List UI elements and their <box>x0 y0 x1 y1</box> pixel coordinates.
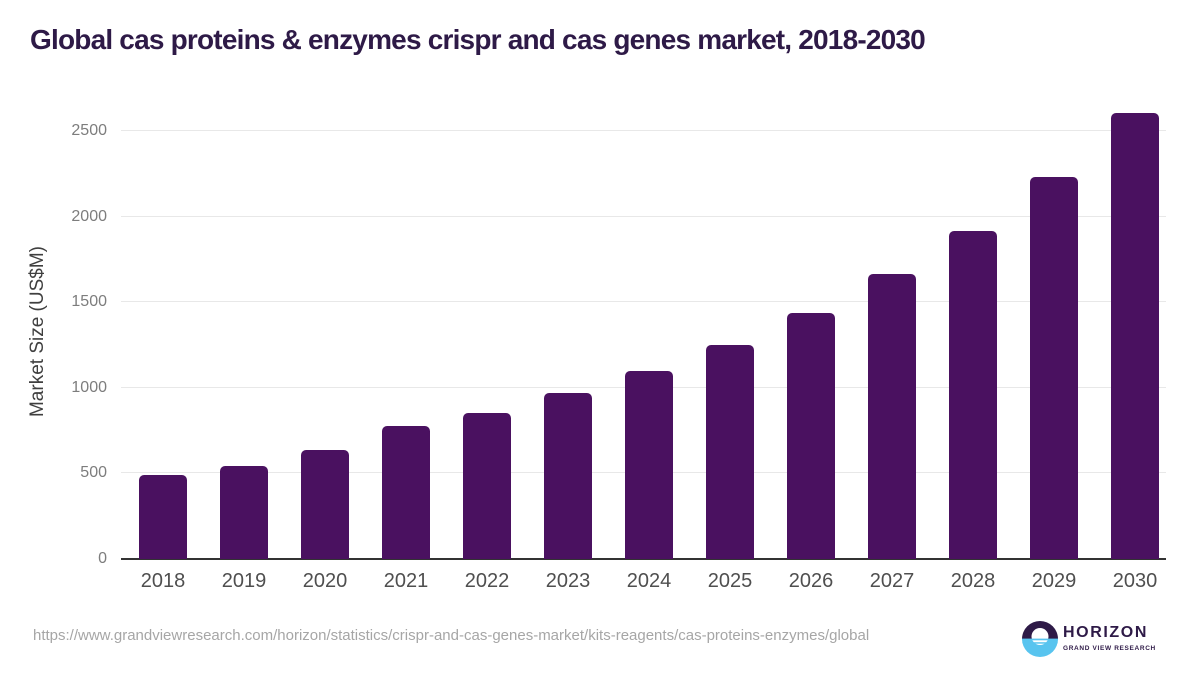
y-tick-label-1000: 1000 <box>71 378 107 396</box>
bar-2024 <box>625 371 673 559</box>
bar-2021 <box>382 426 430 559</box>
source-url: https://www.grandviewresearch.com/horizo… <box>33 627 870 644</box>
bar-2030 <box>1111 113 1159 559</box>
gridline-1500 <box>121 301 1166 303</box>
bar-2025 <box>706 345 754 559</box>
y-tick-label-2500: 2500 <box>71 122 107 140</box>
x-axis-line <box>121 558 1166 560</box>
y-tick-label-500: 500 <box>80 464 107 482</box>
logo-brand: HORIZON <box>1063 624 1148 641</box>
x-tick-label-2026: 2026 <box>788 570 834 592</box>
logo-text: HORIZON GRAND VIEW RESEARCH <box>1063 624 1156 653</box>
plot-area <box>121 104 1166 560</box>
x-tick-label-2024: 2024 <box>626 570 672 592</box>
gridline-2500 <box>121 130 1166 132</box>
x-tick-label-2018: 2018 <box>140 570 186 592</box>
logo-tagline: GRAND VIEW RESEARCH <box>1063 645 1156 652</box>
chart-title: Global cas proteins & enzymes crispr and… <box>30 24 926 55</box>
y-axis-tick-labels: 0 500 1000 1500 2000 2500 <box>30 0 107 675</box>
y-tick-label-1500: 1500 <box>71 293 107 311</box>
x-tick-label-2022: 2022 <box>464 570 510 592</box>
x-axis-tick-labels: 2018 2019 2020 2021 2022 2023 2024 2025 2026 2027… <box>0 570 1200 596</box>
x-tick-label-2028: 2028 <box>950 570 996 592</box>
bar-2019 <box>220 466 268 559</box>
x-tick-label-2023: 2023 <box>545 570 591 592</box>
y-tick-label-2000: 2000 <box>71 207 107 225</box>
gridline-2000 <box>121 215 1166 217</box>
x-tick-label-2027: 2027 <box>869 570 915 592</box>
bar-2022 <box>463 413 511 559</box>
x-tick-label-2020: 2020 <box>302 570 348 592</box>
bar-2018 <box>139 475 187 559</box>
x-tick-label-2025: 2025 <box>707 570 753 592</box>
bar-2020 <box>301 450 349 559</box>
bar-2027 <box>868 274 916 559</box>
x-tick-label-2021: 2021 <box>383 570 429 592</box>
bar-2026 <box>787 313 835 559</box>
bar-2029 <box>1030 177 1078 559</box>
x-tick-label-2019: 2019 <box>221 570 267 592</box>
y-tick-label-0: 0 <box>98 550 107 567</box>
x-tick-label-2030: 2030 <box>1112 570 1158 592</box>
horizon-logo: HORIZON GRAND VIEW RESEARCH <box>1022 621 1182 661</box>
bar-2028 <box>949 231 997 559</box>
x-tick-label-2029: 2029 <box>1031 570 1077 592</box>
bar-2023 <box>544 393 592 559</box>
horizon-sun-logo-icon <box>1022 621 1058 657</box>
